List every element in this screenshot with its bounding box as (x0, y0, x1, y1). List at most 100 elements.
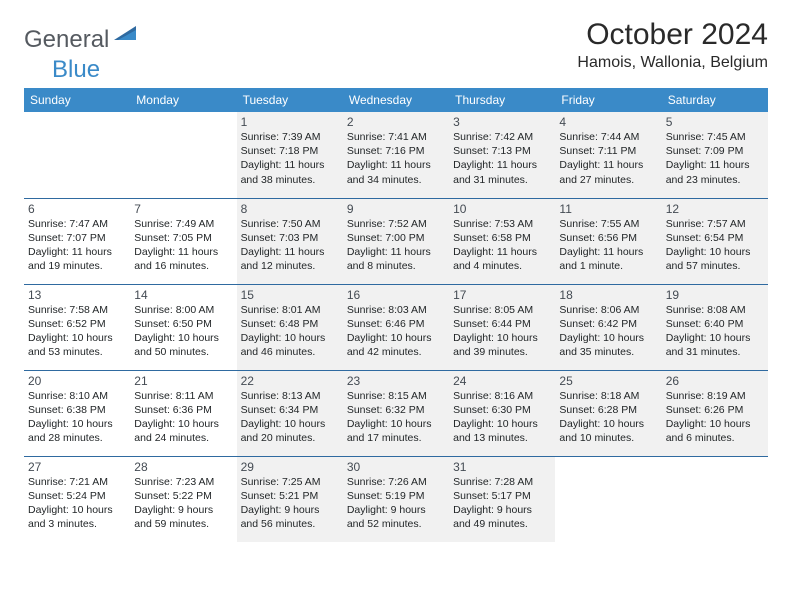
day-details: Sunrise: 7:23 AMSunset: 5:22 PMDaylight:… (134, 475, 232, 532)
calendar-cell: 19Sunrise: 8:08 AMSunset: 6:40 PMDayligh… (662, 284, 768, 370)
weekday-header: Sunday (24, 88, 130, 112)
day-number: 30 (347, 460, 445, 474)
day-details: Sunrise: 7:50 AMSunset: 7:03 PMDaylight:… (241, 217, 339, 274)
day-number: 2 (347, 115, 445, 129)
day-number: 7 (134, 202, 232, 216)
calendar-cell: 21Sunrise: 8:11 AMSunset: 6:36 PMDayligh… (130, 370, 236, 456)
day-number: 5 (666, 115, 764, 129)
calendar-cell: 16Sunrise: 8:03 AMSunset: 6:46 PMDayligh… (343, 284, 449, 370)
day-details: Sunrise: 7:45 AMSunset: 7:09 PMDaylight:… (666, 130, 764, 187)
day-number: 15 (241, 288, 339, 302)
calendar-cell: 15Sunrise: 8:01 AMSunset: 6:48 PMDayligh… (237, 284, 343, 370)
calendar-cell: 9Sunrise: 7:52 AMSunset: 7:00 PMDaylight… (343, 198, 449, 284)
day-details: Sunrise: 8:10 AMSunset: 6:38 PMDaylight:… (28, 389, 126, 446)
calendar-cell: 4Sunrise: 7:44 AMSunset: 7:11 PMDaylight… (555, 112, 661, 198)
day-details: Sunrise: 8:19 AMSunset: 6:26 PMDaylight:… (666, 389, 764, 446)
day-number: 12 (666, 202, 764, 216)
day-details: Sunrise: 8:05 AMSunset: 6:44 PMDaylight:… (453, 303, 551, 360)
weekday-header: Wednesday (343, 88, 449, 112)
day-details: Sunrise: 7:49 AMSunset: 7:05 PMDaylight:… (134, 217, 232, 274)
day-details: Sunrise: 8:15 AMSunset: 6:32 PMDaylight:… (347, 389, 445, 446)
day-number: 16 (347, 288, 445, 302)
calendar-row: 1Sunrise: 7:39 AMSunset: 7:18 PMDaylight… (24, 112, 768, 198)
calendar-cell: 5Sunrise: 7:45 AMSunset: 7:09 PMDaylight… (662, 112, 768, 198)
day-number: 26 (666, 374, 764, 388)
calendar-cell: 2Sunrise: 7:41 AMSunset: 7:16 PMDaylight… (343, 112, 449, 198)
day-details: Sunrise: 8:06 AMSunset: 6:42 PMDaylight:… (559, 303, 657, 360)
weekday-header: Thursday (449, 88, 555, 112)
day-number: 9 (347, 202, 445, 216)
calendar-table: SundayMondayTuesdayWednesdayThursdayFrid… (24, 88, 768, 542)
day-number: 3 (453, 115, 551, 129)
calendar-body: 1Sunrise: 7:39 AMSunset: 7:18 PMDaylight… (24, 112, 768, 542)
day-number: 20 (28, 374, 126, 388)
calendar-cell: 11Sunrise: 7:55 AMSunset: 6:56 PMDayligh… (555, 198, 661, 284)
calendar-cell: 23Sunrise: 8:15 AMSunset: 6:32 PMDayligh… (343, 370, 449, 456)
calendar-cell: 20Sunrise: 8:10 AMSunset: 6:38 PMDayligh… (24, 370, 130, 456)
weekday-header: Saturday (662, 88, 768, 112)
day-details: Sunrise: 8:11 AMSunset: 6:36 PMDaylight:… (134, 389, 232, 446)
calendar-cell: 10Sunrise: 7:53 AMSunset: 6:58 PMDayligh… (449, 198, 555, 284)
logo: General (24, 24, 142, 55)
calendar-cell-empty (662, 456, 768, 542)
calendar-cell: 26Sunrise: 8:19 AMSunset: 6:26 PMDayligh… (662, 370, 768, 456)
day-details: Sunrise: 8:16 AMSunset: 6:30 PMDaylight:… (453, 389, 551, 446)
day-details: Sunrise: 7:39 AMSunset: 7:18 PMDaylight:… (241, 130, 339, 187)
day-number: 23 (347, 374, 445, 388)
calendar-row: 20Sunrise: 8:10 AMSunset: 6:38 PMDayligh… (24, 370, 768, 456)
calendar-cell-empty (130, 112, 236, 198)
calendar-cell: 8Sunrise: 7:50 AMSunset: 7:03 PMDaylight… (237, 198, 343, 284)
calendar-row: 13Sunrise: 7:58 AMSunset: 6:52 PMDayligh… (24, 284, 768, 370)
day-details: Sunrise: 7:52 AMSunset: 7:00 PMDaylight:… (347, 217, 445, 274)
calendar-cell: 22Sunrise: 8:13 AMSunset: 6:34 PMDayligh… (237, 370, 343, 456)
day-number: 25 (559, 374, 657, 388)
logo-triangle-icon (114, 24, 140, 45)
day-details: Sunrise: 7:41 AMSunset: 7:16 PMDaylight:… (347, 130, 445, 187)
weekday-header: Tuesday (237, 88, 343, 112)
day-details: Sunrise: 7:55 AMSunset: 6:56 PMDaylight:… (559, 217, 657, 274)
day-details: Sunrise: 8:01 AMSunset: 6:48 PMDaylight:… (241, 303, 339, 360)
calendar-cell: 28Sunrise: 7:23 AMSunset: 5:22 PMDayligh… (130, 456, 236, 542)
day-details: Sunrise: 7:53 AMSunset: 6:58 PMDaylight:… (453, 217, 551, 274)
calendar-cell-empty (555, 456, 661, 542)
calendar-cell-empty (24, 112, 130, 198)
calendar-cell: 24Sunrise: 8:16 AMSunset: 6:30 PMDayligh… (449, 370, 555, 456)
calendar-row: 6Sunrise: 7:47 AMSunset: 7:07 PMDaylight… (24, 198, 768, 284)
weekday-header: Friday (555, 88, 661, 112)
day-number: 17 (453, 288, 551, 302)
calendar-cell: 12Sunrise: 7:57 AMSunset: 6:54 PMDayligh… (662, 198, 768, 284)
day-number: 14 (134, 288, 232, 302)
calendar-cell: 27Sunrise: 7:21 AMSunset: 5:24 PMDayligh… (24, 456, 130, 542)
calendar-cell: 1Sunrise: 7:39 AMSunset: 7:18 PMDaylight… (237, 112, 343, 198)
weekday-header: Monday (130, 88, 236, 112)
day-number: 27 (28, 460, 126, 474)
day-number: 24 (453, 374, 551, 388)
day-number: 10 (453, 202, 551, 216)
day-details: Sunrise: 8:03 AMSunset: 6:46 PMDaylight:… (347, 303, 445, 360)
day-number: 8 (241, 202, 339, 216)
day-number: 21 (134, 374, 232, 388)
day-number: 13 (28, 288, 126, 302)
day-details: Sunrise: 7:58 AMSunset: 6:52 PMDaylight:… (28, 303, 126, 360)
day-details: Sunrise: 7:57 AMSunset: 6:54 PMDaylight:… (666, 217, 764, 274)
day-number: 18 (559, 288, 657, 302)
day-details: Sunrise: 8:18 AMSunset: 6:28 PMDaylight:… (559, 389, 657, 446)
day-details: Sunrise: 7:26 AMSunset: 5:19 PMDaylight:… (347, 475, 445, 532)
day-number: 4 (559, 115, 657, 129)
day-number: 31 (453, 460, 551, 474)
day-details: Sunrise: 7:42 AMSunset: 7:13 PMDaylight:… (453, 130, 551, 187)
day-details: Sunrise: 7:44 AMSunset: 7:11 PMDaylight:… (559, 130, 657, 187)
day-number: 6 (28, 202, 126, 216)
day-number: 28 (134, 460, 232, 474)
weekday-header-row: SundayMondayTuesdayWednesdayThursdayFrid… (24, 88, 768, 112)
calendar-row: 27Sunrise: 7:21 AMSunset: 5:24 PMDayligh… (24, 456, 768, 542)
calendar-cell: 18Sunrise: 8:06 AMSunset: 6:42 PMDayligh… (555, 284, 661, 370)
day-number: 22 (241, 374, 339, 388)
calendar-cell: 30Sunrise: 7:26 AMSunset: 5:19 PMDayligh… (343, 456, 449, 542)
calendar-cell: 25Sunrise: 8:18 AMSunset: 6:28 PMDayligh… (555, 370, 661, 456)
day-number: 1 (241, 115, 339, 129)
logo-word2: Blue (52, 56, 100, 83)
day-details: Sunrise: 7:47 AMSunset: 7:07 PMDaylight:… (28, 217, 126, 274)
calendar-cell: 14Sunrise: 8:00 AMSunset: 6:50 PMDayligh… (130, 284, 236, 370)
day-details: Sunrise: 7:21 AMSunset: 5:24 PMDaylight:… (28, 475, 126, 532)
